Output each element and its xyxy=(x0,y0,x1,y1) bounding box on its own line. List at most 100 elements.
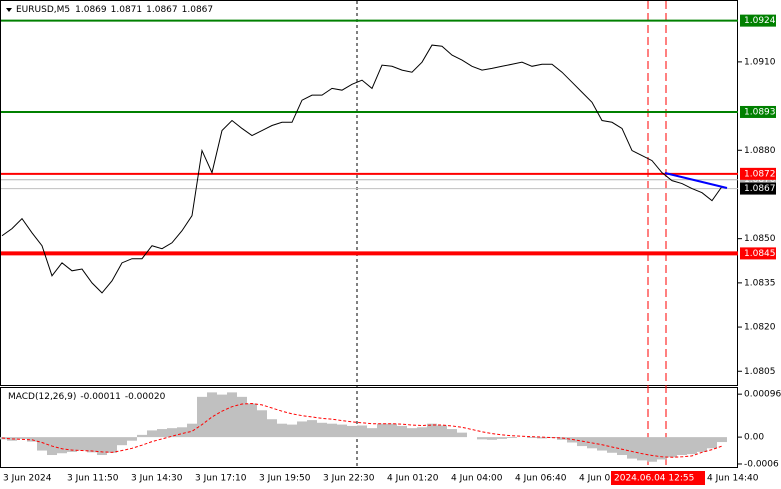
macd-bar xyxy=(257,410,267,438)
x-tick-label: 4 Jun 01:20 xyxy=(387,474,439,484)
level-label: 1.0872 xyxy=(744,169,776,179)
macd-bar xyxy=(697,437,707,452)
macd-bar xyxy=(647,437,657,462)
macd-bar xyxy=(457,432,467,438)
y-tick-label: 1.0880 xyxy=(744,146,776,156)
macd-panel xyxy=(0,387,738,468)
macd-bar xyxy=(597,437,607,451)
macd-bar xyxy=(687,437,697,455)
macd-bar xyxy=(97,437,107,456)
x-tick-label: 3 Jun 14:30 xyxy=(131,474,183,484)
y-tick-label: 1.0820 xyxy=(744,323,776,333)
price-label: 1.0867 xyxy=(744,184,776,194)
x-tick-label: 4 Jun 06:40 xyxy=(515,474,567,484)
plot-layer: 1.0910 1.0880 1.0850 1.0835 1.0820 1.0805 1.09… xyxy=(0,14,781,485)
macd-bar xyxy=(377,423,387,438)
x-tick-label: 4 Jun 14:40 xyxy=(707,474,759,484)
macd-bar xyxy=(387,423,397,438)
level-label-box xyxy=(740,167,776,180)
macd-bar xyxy=(677,437,687,456)
menu-arrow[interactable] xyxy=(6,8,12,12)
macd-bar xyxy=(477,437,487,440)
macd-bar xyxy=(327,423,337,438)
macd-bar xyxy=(107,437,117,453)
cursor-label-box xyxy=(611,471,705,485)
y-tick-label: 1.0805 xyxy=(744,367,776,377)
macd-bar xyxy=(247,403,257,438)
chart-header: EURUSD,M5 1.0869 1.0871 1.0867 1.0867 xyxy=(16,5,213,15)
macd-header: MACD(12,26,9) -0.00011 -0.00020 xyxy=(8,392,166,402)
open: 1.0869 xyxy=(75,5,107,15)
low: 1.0867 xyxy=(146,5,178,15)
x-tick-label: 4 Jun 04:00 xyxy=(451,474,503,484)
macd-bar xyxy=(427,423,437,438)
y-tick-label: 1.0910 xyxy=(744,57,776,67)
macd-bar xyxy=(617,437,627,456)
level-label: 1.0893 xyxy=(744,107,776,117)
y-tick-label: 0.00096 xyxy=(744,390,781,400)
macd-bar xyxy=(227,392,237,438)
macd-bar xyxy=(17,437,27,439)
macd-bar xyxy=(537,437,547,439)
macd-bar xyxy=(147,430,157,438)
macd-bar xyxy=(447,429,457,438)
macd-bar xyxy=(397,425,407,438)
x-tick-label: 3 Jun 2024 xyxy=(3,474,52,484)
macd-bar xyxy=(437,425,447,438)
x-tick-label: 3 Jun 19:50 xyxy=(259,474,311,484)
level-label-box xyxy=(740,14,776,27)
x-tick-label: 3 Jun 11:50 xyxy=(67,474,119,484)
macd-bar xyxy=(157,429,167,438)
macd-bar xyxy=(77,437,87,451)
level-label-box xyxy=(740,105,776,118)
macd-bar xyxy=(287,424,297,438)
macd-bar xyxy=(527,437,537,439)
macd-bar xyxy=(307,420,317,438)
x-tick-label: 4 Jun 0 xyxy=(579,474,611,484)
y-tick-label: -0.0006 xyxy=(744,459,779,469)
level-label: 1.0870 xyxy=(744,175,776,185)
x-tick-label: 3 Jun 17:10 xyxy=(195,474,247,484)
price-label-box xyxy=(740,182,776,195)
trend-line xyxy=(664,172,728,189)
macd-bar xyxy=(117,437,127,446)
macd-bar xyxy=(717,437,727,443)
macd-bar xyxy=(187,423,197,438)
macd-bar xyxy=(497,437,507,439)
level-label: 1.0924 xyxy=(744,16,776,26)
close: 1.0867 xyxy=(182,5,214,15)
signal-line xyxy=(1,403,723,458)
macd-title: MACD(12,26,9) xyxy=(8,392,76,402)
macd-bar xyxy=(357,425,367,438)
macd-bar xyxy=(487,437,497,440)
macd-bar xyxy=(297,421,307,438)
y-tick-label: 0.00 xyxy=(744,433,764,443)
macd-bar xyxy=(267,419,277,438)
macd-bar xyxy=(637,437,647,461)
x-tick-label: 3 Jun 22:30 xyxy=(323,474,375,484)
macd-bar xyxy=(127,437,137,441)
macd-bar xyxy=(347,425,357,438)
macd-bar xyxy=(237,396,247,438)
macd-bar xyxy=(627,437,637,459)
macd-bar xyxy=(277,423,287,438)
macd-bar xyxy=(217,394,227,438)
macd-bar xyxy=(667,437,677,458)
price-series xyxy=(1,44,723,294)
cursor-label: 2024.06.04 12:55 xyxy=(614,474,694,484)
macd-bar xyxy=(137,434,147,438)
macd-bar xyxy=(547,437,557,439)
macd-bar xyxy=(177,427,187,438)
macd-bar xyxy=(197,396,207,438)
level-label-box xyxy=(740,247,776,260)
macd-bar xyxy=(67,437,77,452)
macd-bar xyxy=(337,424,347,438)
macd-bar xyxy=(207,392,217,438)
macd-bar xyxy=(507,437,517,439)
macd-bar xyxy=(87,437,97,453)
macd-bar xyxy=(317,422,327,438)
macd-bar xyxy=(37,437,47,451)
level-label: 1.0845 xyxy=(744,249,776,259)
